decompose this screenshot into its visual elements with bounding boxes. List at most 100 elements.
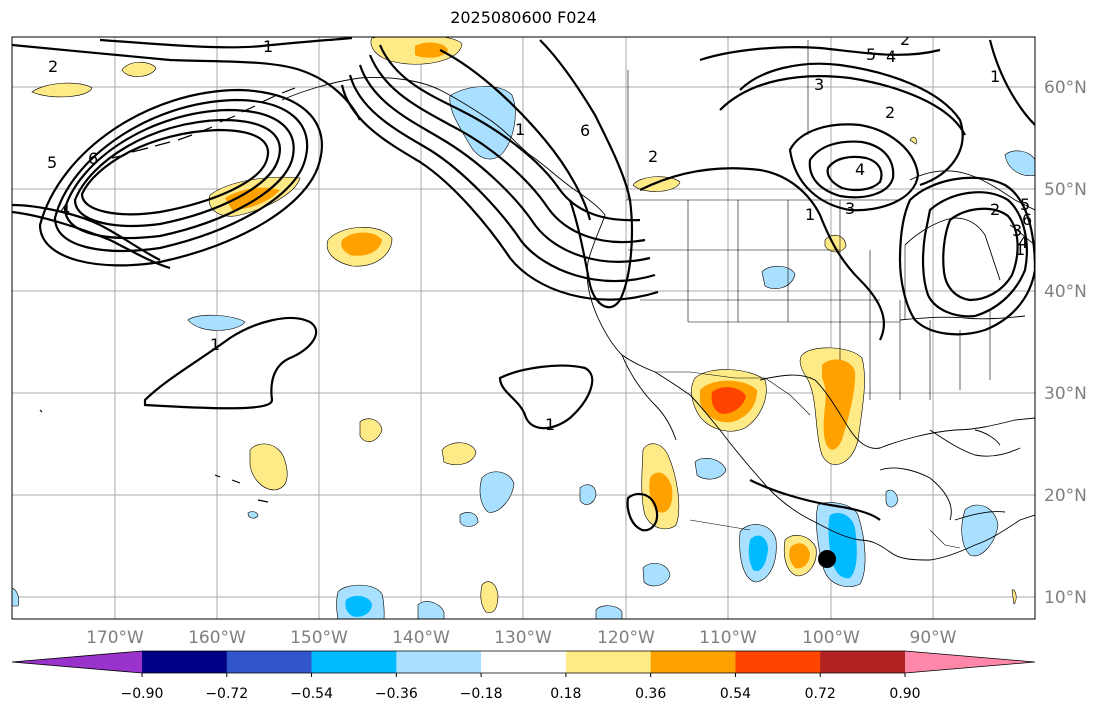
- contour-line: [348, 74, 656, 283]
- aleutian-islands: [39, 87, 296, 503]
- contour-line: [988, 39, 1035, 126]
- lon-label: 170°W: [86, 628, 144, 648]
- contour-line: [340, 84, 659, 301]
- colorbar-tick-label: 0.72: [805, 686, 836, 702]
- colorbar-segment: [565, 651, 652, 673]
- anomaly-patch: [748, 535, 768, 572]
- lon-label: 120°W: [597, 628, 655, 648]
- contour-line: [719, 75, 966, 136]
- anomaly-patch: [822, 359, 856, 450]
- contour-line: [739, 62, 964, 187]
- contour-line: [898, 176, 1035, 336]
- contour-label: 1: [805, 205, 815, 224]
- anomaly-patch: [649, 472, 673, 513]
- contour-label: 4: [1018, 233, 1028, 252]
- anomaly-patch: [121, 61, 157, 77]
- anomaly-patch: [417, 601, 445, 619]
- anomaly-patch: [345, 595, 372, 617]
- anomaly-patch: [249, 443, 288, 491]
- contour-label: 4: [886, 47, 896, 66]
- contour-line: [498, 364, 594, 430]
- anomaly-patch: [247, 511, 259, 519]
- contour-label: 1: [545, 415, 555, 434]
- anomaly-patch: [642, 562, 671, 587]
- contour-label: 1: [515, 120, 525, 139]
- anomaly-patch: [31, 82, 93, 98]
- colorbar-tick-label: −0.72: [205, 686, 248, 702]
- contour-line: [12, 203, 161, 261]
- contour-line: [38, 88, 323, 267]
- colorbar-tick-label: −0.54: [290, 686, 333, 702]
- contour-line: [788, 123, 920, 212]
- contour-label: 3: [1012, 221, 1022, 240]
- contour-line: [12, 210, 171, 270]
- contour-label: 5: [1020, 195, 1030, 214]
- anomaly-patch: [459, 512, 479, 527]
- contour-label: 5: [866, 45, 876, 64]
- anomaly-patch: [479, 471, 515, 513]
- anomaly-patch: [694, 457, 727, 480]
- map-title: 2025080600 F024: [450, 8, 597, 27]
- contour-line: [73, 118, 281, 227]
- contour-line: [99, 37, 353, 49]
- colorbar-tick-label: 0.54: [720, 686, 751, 702]
- colorbar-segment: [396, 651, 482, 673]
- borders: [626, 40, 991, 549]
- contour-label: 2: [900, 30, 910, 49]
- lon-label: 110°W: [699, 628, 757, 648]
- anomaly-patch: [415, 42, 448, 58]
- contour-line: [143, 316, 318, 410]
- colorbar-segment: [142, 651, 228, 673]
- contour-label: 6: [580, 121, 590, 140]
- anomaly-patch: [961, 504, 999, 557]
- contour-line: [626, 492, 659, 532]
- colorbar-segment: [12, 651, 142, 673]
- contour-label: 3: [814, 75, 824, 94]
- anomaly-patch: [761, 265, 796, 289]
- colorbar-segment: [820, 651, 906, 673]
- contour-label: 4: [855, 160, 865, 179]
- anomaly-patch: [480, 581, 499, 613]
- colorbar-segment: [735, 651, 821, 673]
- lon-label: 100°W: [802, 628, 860, 648]
- anomaly-patch: [579, 484, 597, 505]
- contour-lines: [12, 37, 1035, 532]
- contour-label: 4: [60, 200, 70, 219]
- contour-label: 2: [48, 57, 58, 76]
- anomaly-patch: [711, 387, 746, 414]
- contour-label: 1: [263, 37, 273, 56]
- colorbar-segment: [905, 651, 1035, 673]
- anomaly-patch: [789, 543, 810, 569]
- contour-line: [53, 98, 309, 253]
- contour-label: 6: [88, 149, 98, 168]
- contour-line: [921, 191, 1028, 318]
- colorbar-tick-label: −0.18: [460, 686, 503, 702]
- contour-line: [439, 49, 592, 221]
- lon-label: 160°W: [188, 628, 246, 648]
- longitude-labels: 170°W 160°W 150°W 140°W 130°W 120°W 110°…: [86, 628, 957, 648]
- lat-label: 40°N: [1044, 282, 1087, 302]
- contour-line: [699, 46, 941, 62]
- lat-label: 60°N: [1044, 78, 1087, 98]
- anomaly-shading: [12, 37, 1035, 619]
- lat-label: 50°N: [1044, 180, 1087, 200]
- contour-label: 6: [1022, 210, 1032, 229]
- anomaly-patch: [909, 136, 917, 145]
- colorbar: [11, 650, 1036, 674]
- colorbar-ticks: −0.90 −0.72 −0.54 −0.36 −0.18 0.18 0.36 0.54 0.7…: [121, 673, 921, 702]
- contour-line: [358, 64, 651, 263]
- contour-line: [539, 39, 634, 309]
- colorbar-tick-label: 0.18: [550, 686, 581, 702]
- anomaly-patch: [12, 587, 20, 607]
- anomaly-patch: [1011, 589, 1017, 605]
- contour-line: [749, 479, 881, 521]
- contour-line: [12, 43, 361, 121]
- lon-label: 130°W: [494, 628, 552, 648]
- colorbar-tick-label: 0.90: [889, 686, 920, 702]
- contour-label: 5: [47, 153, 57, 172]
- contour-line: [80, 128, 270, 216]
- anomaly-patch: [885, 489, 899, 508]
- contour-label: 1: [210, 335, 220, 354]
- contour-labels: 1 2 5 6 4 1 6 5 4 3 2 1 1 4 3 2 1 1 2 1 …: [47, 30, 1032, 434]
